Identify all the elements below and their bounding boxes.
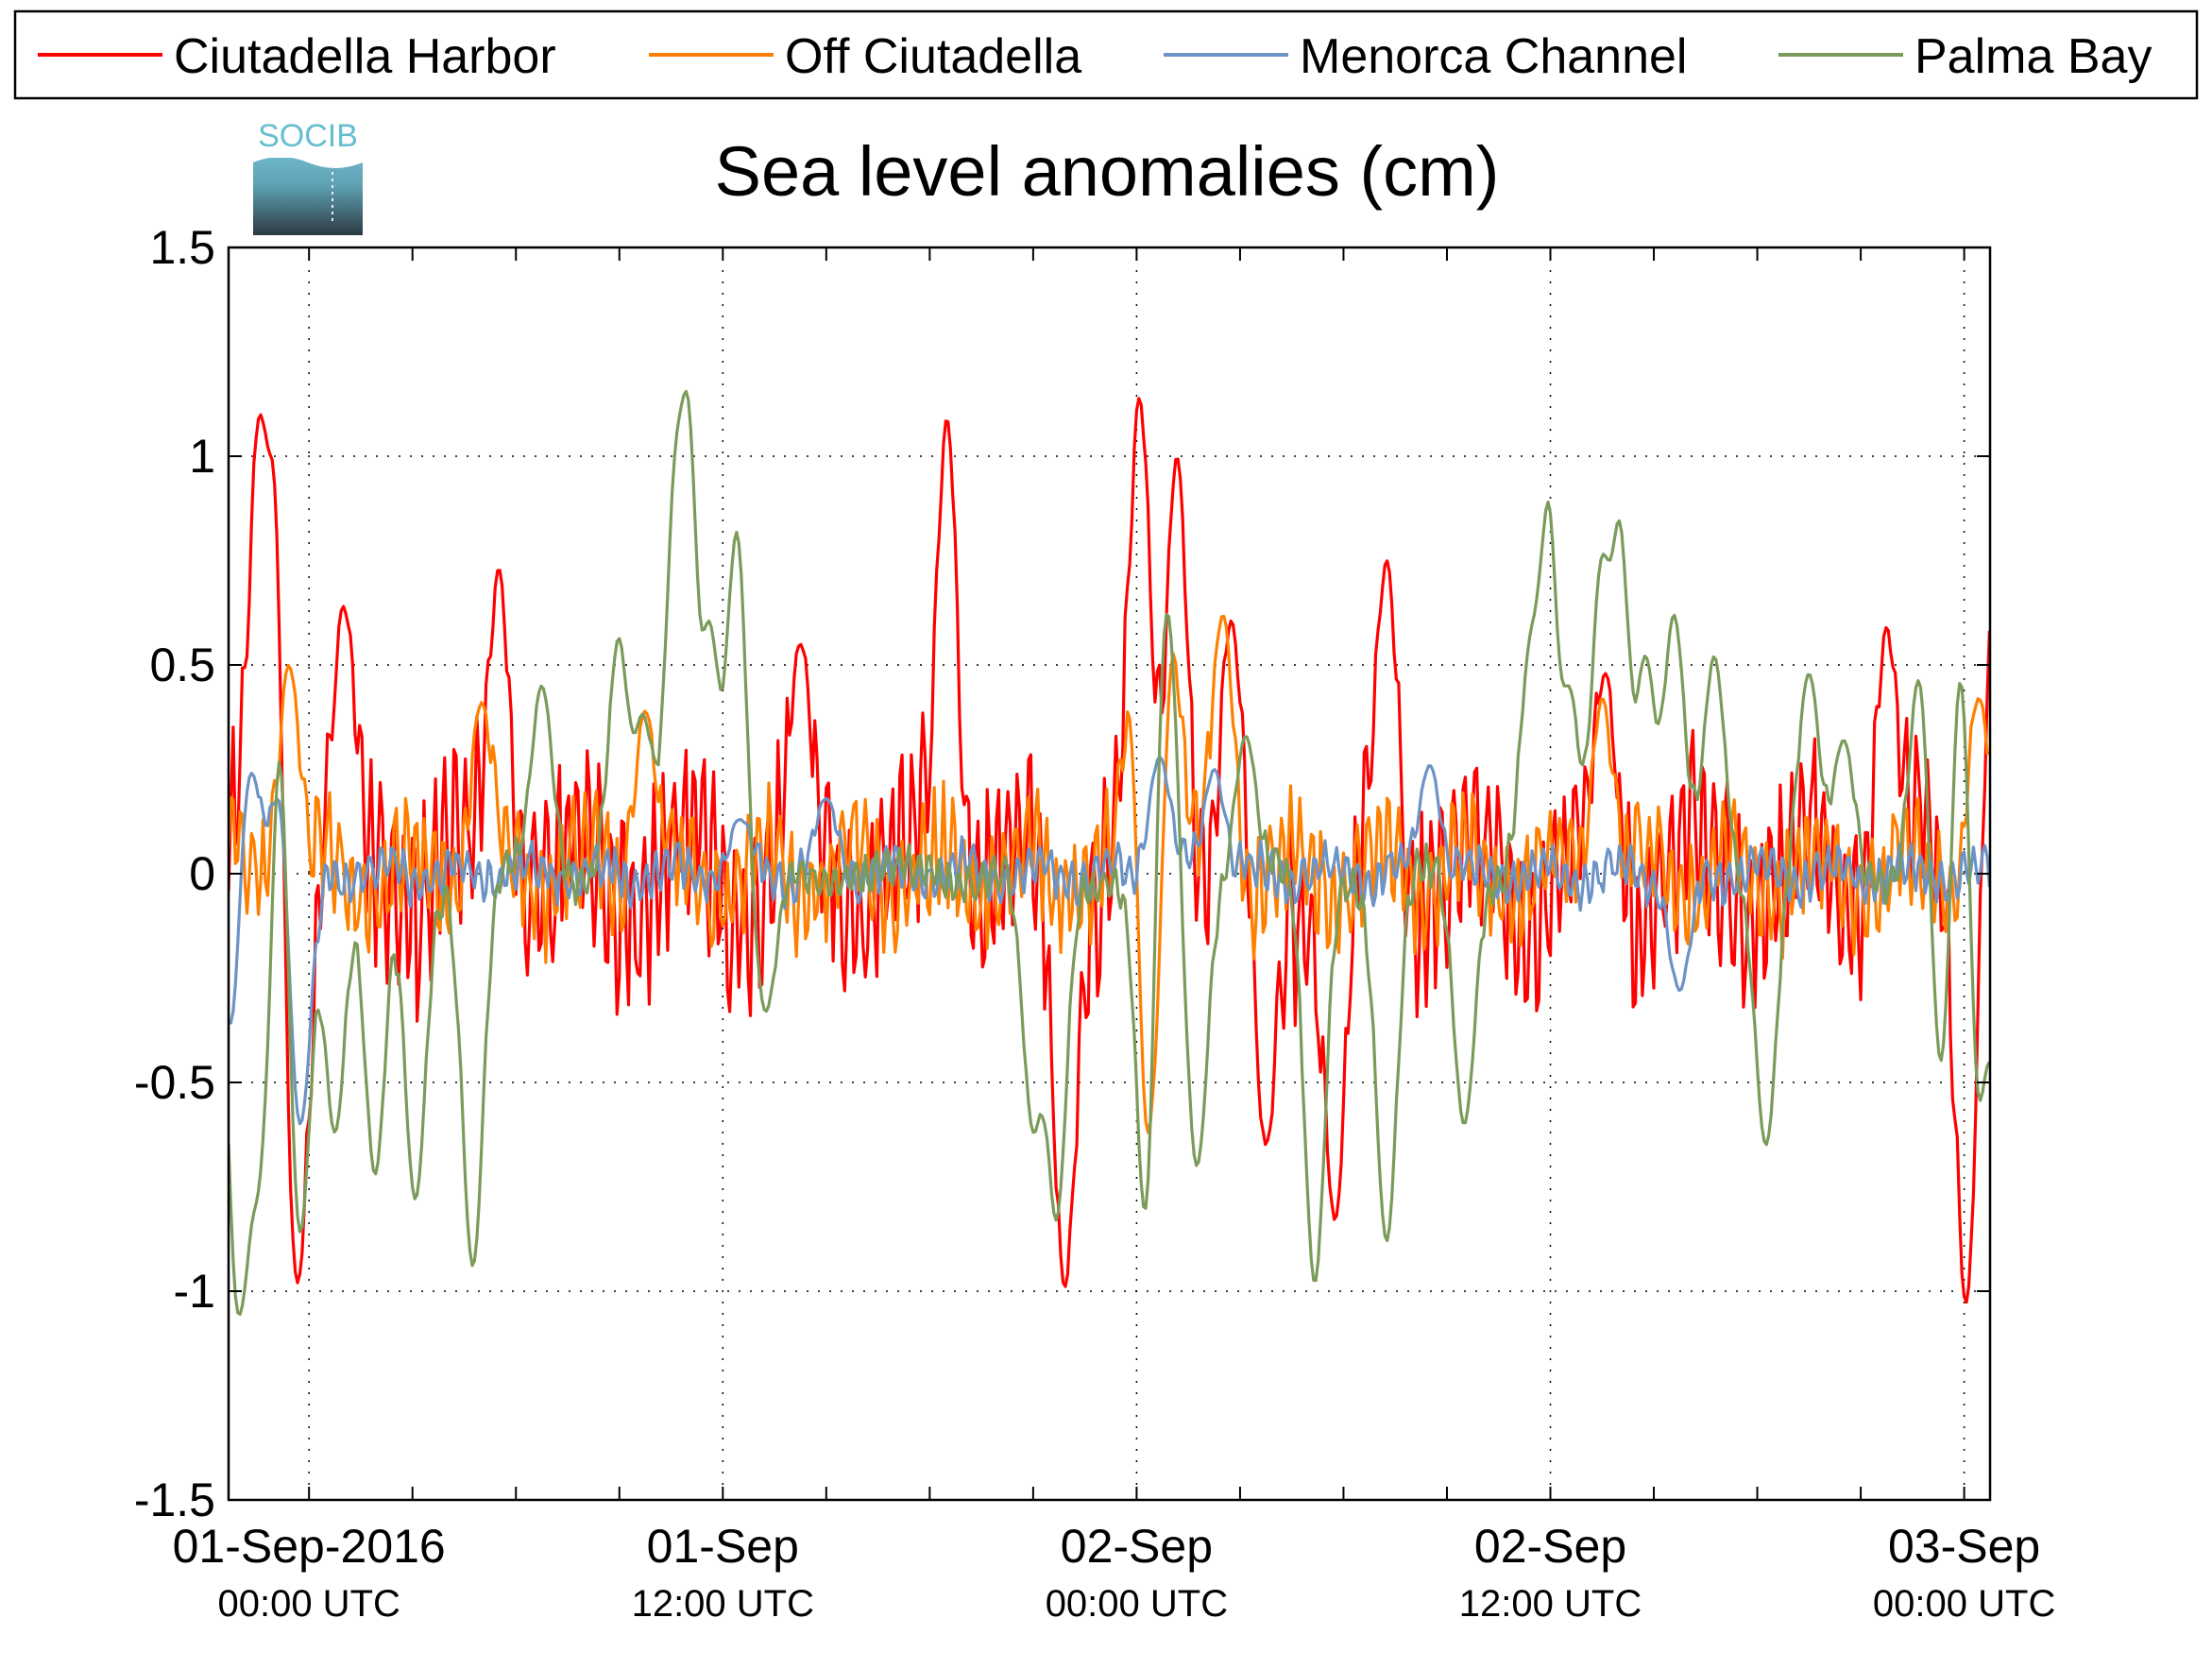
y-tick-label: -0.5 [134, 1056, 215, 1109]
legend-label-ciutadella-harbor: Ciutadella Harbor [174, 29, 556, 84]
legend: Ciutadella Harbor Off Ciutadella Menorca C… [13, 9, 2199, 100]
logo-wave-panel [253, 158, 363, 235]
y-tick-label: -1 [174, 1265, 215, 1318]
series-line-menorca-channel [229, 755, 1990, 1126]
x-tick-time-label: 12:00 UTC [632, 1583, 814, 1625]
x-tick-time-label: 12:00 UTC [1459, 1583, 1642, 1625]
y-axis: -1.5 -1 -0.5 0 0.5 1 1.5 [134, 221, 1990, 1526]
x-tick-time-label: 00:00 UTC [217, 1583, 400, 1625]
x-tick-time-label: 00:00 UTC [1873, 1583, 2055, 1625]
legend-label-off-ciutadella: Off Ciutadella [785, 29, 1081, 84]
socib-logo: SOCIB [253, 118, 363, 235]
x-tick-date-label: 02-Sep [1061, 1520, 1213, 1573]
chart-title: Sea level anomalies (cm) [715, 132, 1500, 211]
series-lines [229, 389, 1990, 1317]
x-tick-date-label: 01-Sep-2016 [173, 1520, 446, 1573]
logo-wave-crest [253, 157, 363, 168]
y-tick-label: 1.5 [149, 221, 215, 274]
series-line-ciutadella-harbor [229, 397, 1990, 1304]
x-axis: 01-Sep-2016 00:00 UTC 01-Sep 12:00 UTC 02-Se… [173, 247, 2055, 1625]
legend-label-palma-bay: Palma Bay [1914, 29, 2152, 84]
series-line-palma-bay [229, 389, 1990, 1317]
y-tick-label: -1.5 [134, 1473, 215, 1526]
x-tick-date-label: 03-Sep [1888, 1520, 2040, 1573]
y-tick-label: 0 [189, 847, 215, 900]
x-tick-date-label: 01-Sep [647, 1520, 799, 1573]
x-tick-time-label: 00:00 UTC [1046, 1583, 1228, 1625]
logo-text: SOCIB [258, 118, 358, 154]
legend-label-menorca-channel: Menorca Channel [1300, 29, 1687, 84]
y-tick-label: 1 [189, 430, 215, 483]
y-tick-label: 0.5 [149, 639, 215, 691]
x-tick-date-label: 02-Sep [1474, 1520, 1626, 1573]
